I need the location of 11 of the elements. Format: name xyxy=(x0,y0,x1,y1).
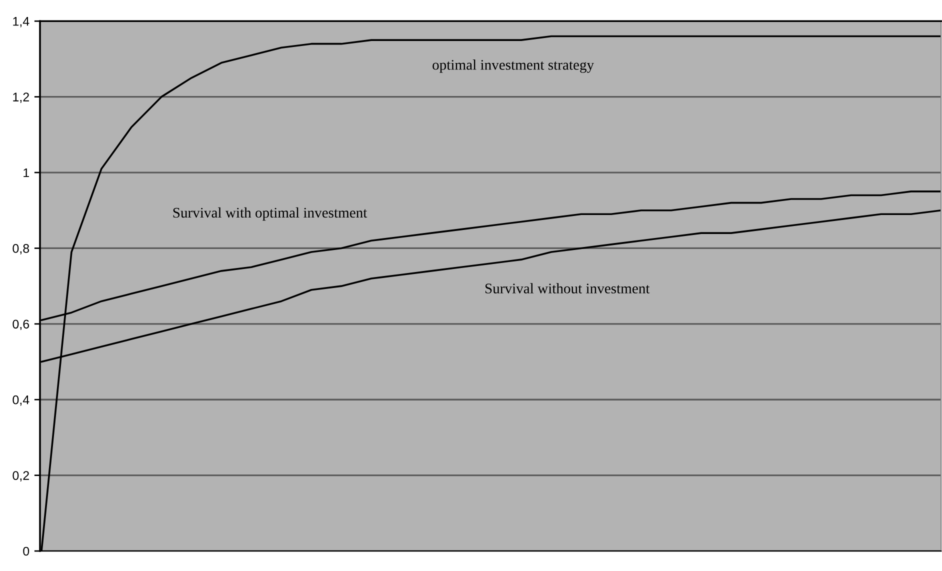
series-label: Survival without investment xyxy=(485,283,650,294)
y-tick-label: 0,6 xyxy=(12,320,30,330)
y-tick-label: 0,4 xyxy=(12,395,30,406)
series-label: optimal investment strategy xyxy=(432,60,594,73)
y-tick-label: 1 xyxy=(24,168,29,178)
y-tick-label: 1,4 xyxy=(13,17,30,28)
y-tick-label: 0,8 xyxy=(12,244,30,254)
series-label: Survival with optimal investment xyxy=(173,207,368,221)
y-tick-label: 1,2 xyxy=(13,92,29,103)
y-tick-label: 0,2 xyxy=(12,471,29,482)
y-tick-label: 0 xyxy=(23,546,30,556)
